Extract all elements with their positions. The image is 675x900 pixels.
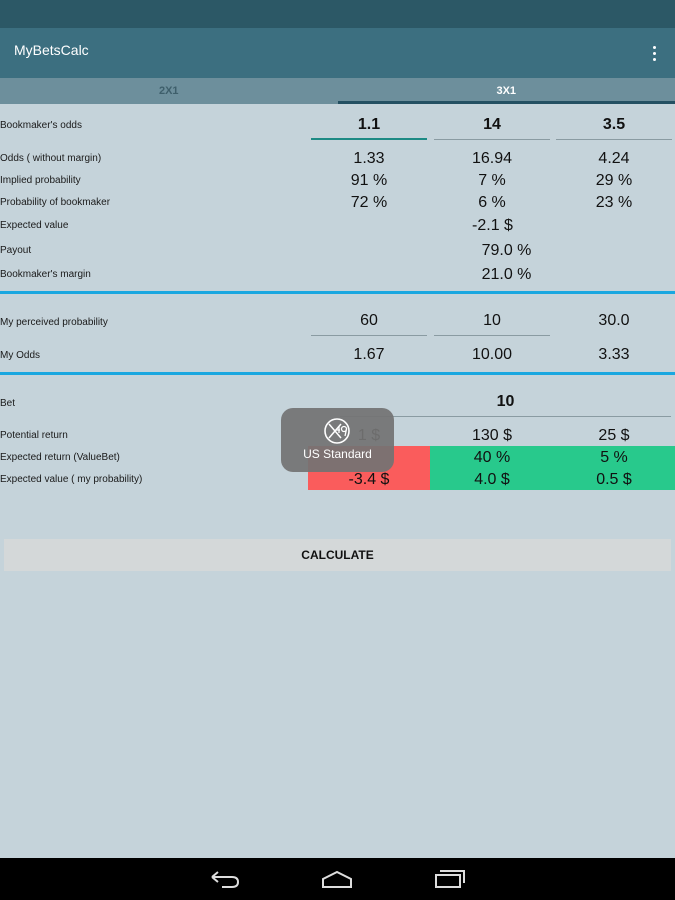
probability-bookmaker-label: Probability of bookmaker bbox=[0, 197, 111, 208]
perceived-probability-input-2[interactable]: 10 bbox=[434, 312, 550, 336]
bet-input[interactable]: 10 bbox=[340, 393, 671, 417]
bookmaker-margin-label: Bookmaker's margin bbox=[0, 269, 91, 280]
navigation-bar bbox=[0, 858, 675, 900]
recent-apps-icon[interactable] bbox=[434, 869, 466, 889]
odds-without-margin-value-2: 16.94 bbox=[471, 150, 513, 167]
bookmaker-odds-label: Bookmaker's odds bbox=[0, 120, 82, 131]
implied-probability-value-3: 29 % bbox=[595, 172, 633, 189]
app-title: MyBetsCalc bbox=[14, 42, 89, 58]
action-bar: MyBetsCalc bbox=[0, 28, 675, 78]
probability-bookmaker-value-2: 6 % bbox=[478, 194, 506, 211]
my-odds-value-1: 1.67 bbox=[353, 346, 385, 363]
odds-without-margin-label: Odds ( without margin) bbox=[0, 153, 102, 164]
expected-return-positive-bg bbox=[430, 446, 675, 468]
odds-without-margin-value-3: 4.24 bbox=[598, 150, 630, 167]
odds-without-margin-value-1: 1.33 bbox=[353, 150, 385, 167]
back-icon[interactable] bbox=[208, 869, 240, 889]
bet-label: Bet bbox=[0, 398, 16, 409]
perceived-probability-input-1[interactable]: 60 bbox=[311, 312, 427, 336]
expected-return-value-3: 5 % bbox=[600, 449, 628, 466]
payout-label: Payout bbox=[0, 245, 32, 256]
toast-text: US Standard bbox=[303, 447, 372, 461]
expected-return-label: Expected return (ValueBet) bbox=[0, 452, 120, 463]
bookmaker-odds-input-3[interactable]: 3.5 bbox=[556, 116, 672, 140]
expected-return-value-2: 40 % bbox=[473, 449, 511, 466]
expected-value-my-label: Expected value ( my probability) bbox=[0, 474, 143, 485]
expected-value-my-positive-bg bbox=[430, 468, 675, 490]
implied-probability-value-2: 7 % bbox=[478, 172, 506, 189]
tab-2x1[interactable]: 2X1 bbox=[158, 85, 179, 97]
implied-probability-value-1: 91 % bbox=[350, 172, 388, 189]
my-odds-value-2: 10.00 bbox=[471, 346, 513, 363]
potential-return-value-2: 130 $ bbox=[471, 427, 513, 444]
overflow-menu-icon[interactable] bbox=[643, 38, 665, 68]
potential-return-value-3: 25 $ bbox=[598, 427, 630, 444]
my-odds-value-3: 3.33 bbox=[598, 346, 630, 363]
home-icon[interactable] bbox=[321, 869, 353, 889]
expected-value-label: Expected value bbox=[0, 220, 69, 231]
potential-return-label: Potential return bbox=[0, 430, 68, 441]
expected-value-my-value-2: 4.0 $ bbox=[474, 471, 510, 488]
payout-value: 79.0 % bbox=[481, 242, 532, 259]
probability-bookmaker-value-1: 72 % bbox=[350, 194, 388, 211]
perceived-probability-value-3: 30.0 bbox=[598, 312, 630, 329]
bookmaker-odds-input-2[interactable]: 14 bbox=[434, 116, 550, 140]
expected-value-my-value-3: 0.5 $ bbox=[596, 471, 632, 488]
expected-value-value: -2.1 $ bbox=[472, 217, 513, 234]
expected-value-my-negative-bg bbox=[308, 468, 430, 490]
probability-bookmaker-value-3: 23 % bbox=[595, 194, 633, 211]
bookmaker-odds-input-1[interactable]: 1.1 bbox=[311, 116, 427, 140]
status-bar bbox=[0, 0, 675, 28]
tab-bar: 2X1 3X1 bbox=[0, 78, 675, 104]
x49-logo-icon bbox=[324, 418, 350, 444]
implied-probability-label: Implied probability bbox=[0, 175, 81, 186]
my-perceived-probability-label: My perceived probability bbox=[0, 317, 108, 328]
calculate-button[interactable]: CALCULATE bbox=[4, 539, 671, 571]
bookmaker-margin-value: 21.0 % bbox=[481, 266, 532, 283]
section-divider bbox=[0, 291, 675, 294]
tab-3x1[interactable]: 3X1 bbox=[337, 78, 675, 104]
section-divider bbox=[0, 372, 675, 375]
my-odds-label: My Odds bbox=[0, 350, 41, 361]
expected-value-my-value-1: -3.4 $ bbox=[348, 471, 390, 488]
toast-notification: US Standard bbox=[281, 408, 394, 472]
